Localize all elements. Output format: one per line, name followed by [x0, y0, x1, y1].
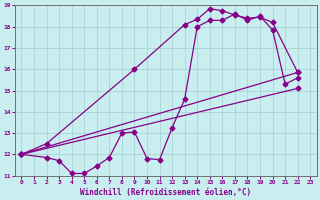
- X-axis label: Windchill (Refroidissement éolien,°C): Windchill (Refroidissement éolien,°C): [80, 188, 252, 197]
